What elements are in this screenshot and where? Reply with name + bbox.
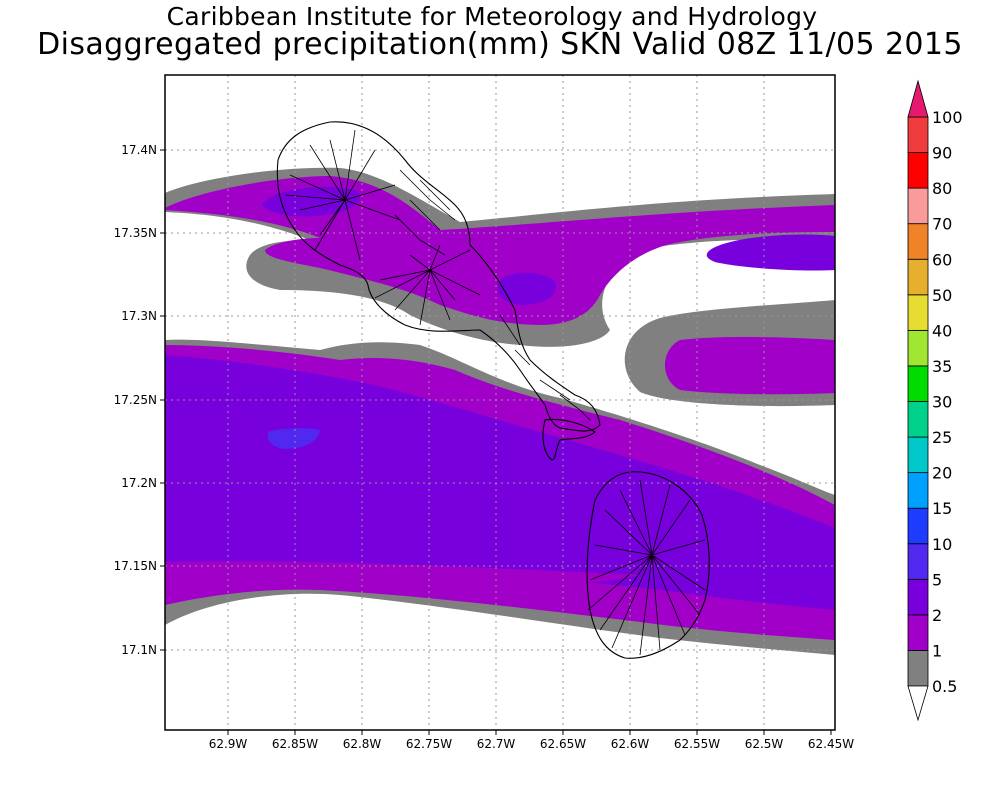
colorbar-swatch [907,614,929,651]
title-line1: Caribbean Institute for Meteorology and … [166,2,818,31]
colorbar-swatch [907,472,929,509]
lon-tick-label: 62.8W [343,737,382,751]
colorbar-swatch [907,152,929,189]
lon-tick-label: 62.75W [406,737,452,751]
colorbar-label: 15 [932,499,952,518]
lon-tick-label: 62.9W [209,737,248,751]
colorbar-label: 25 [932,428,952,447]
precip-patch-10mm [267,428,320,449]
colorbar-label: 1 [932,641,942,660]
colorbar-label: 20 [932,464,952,483]
lat-tick-label: 17.15N [114,559,157,573]
island-st-kitts [276,121,601,461]
colorbar-label: 2 [932,606,942,625]
lat-tick-label: 17.1N [121,643,157,657]
colorbar-label: 80 [932,179,952,198]
lat-tick-label: 17.2N [121,476,157,490]
colorbar-label: 10 [932,535,952,554]
colorbar-swatch [907,329,929,367]
colorbar-label: 30 [932,393,952,412]
colorbar-label: 35 [932,357,952,376]
colorbar-swatch [907,401,929,438]
colorbar-swatch [907,543,929,580]
precip-patch-5mm-c [706,234,835,271]
precip-patch-5mm-a [262,186,361,217]
colorbar-swatch [907,436,929,474]
lat-tick-label: 17.3N [121,309,157,323]
lon-axis [227,730,832,735]
colorbar-label: 100 [932,108,963,127]
lon-tick-label: 62.5W [745,737,784,751]
lon-tick-label: 62.7W [477,737,516,751]
lat-axis [160,149,165,651]
colorbar-swatch [907,258,929,296]
lat-tick-label: 17.4N [121,143,157,157]
lon-tick-label: 62.45W [808,737,854,751]
colorbar-label: 0.5 [932,677,957,696]
lon-tick-label: 62.85W [272,737,318,751]
precip-band-south-5mm [165,355,835,610]
colorbar-swatch [907,507,929,545]
precipitation-field [165,75,835,730]
lon-tick-label: 62.65W [540,737,586,751]
colorbar-label: 5 [932,570,942,589]
colorbar-min-triangle [907,685,929,722]
colorbar-label: 60 [932,250,952,269]
lat-tick-label: 17.35N [114,226,157,240]
precip-patch-5mm-b [497,272,556,305]
colorbar-max-triangle [907,79,929,118]
colorbar-label: 40 [932,321,952,340]
colorbar-label: 50 [932,286,952,305]
colorbar-swatch [907,365,929,402]
plot-frame [164,74,836,731]
precip-band-east-2mm [665,336,835,395]
lon-tick-label: 62.6W [611,737,650,751]
colorbar-swatch [907,650,929,687]
title-line2: Disaggregated precipitation(mm) SKN Vali… [37,27,963,62]
precip-streak-2mm [165,561,640,590]
colorbar-swatch [907,578,929,616]
colorbar-swatch [907,223,929,260]
colorbar-swatch [907,187,929,225]
lon-tick-label: 62.55W [674,737,720,751]
colorbar-swatch [907,116,929,153]
colorbar-swatch [907,294,929,331]
lat-tick-label: 17.25N [114,393,157,407]
island-nevis [586,471,710,659]
colorbar-label: 90 [932,144,952,163]
colorbar-label: 70 [932,215,952,234]
